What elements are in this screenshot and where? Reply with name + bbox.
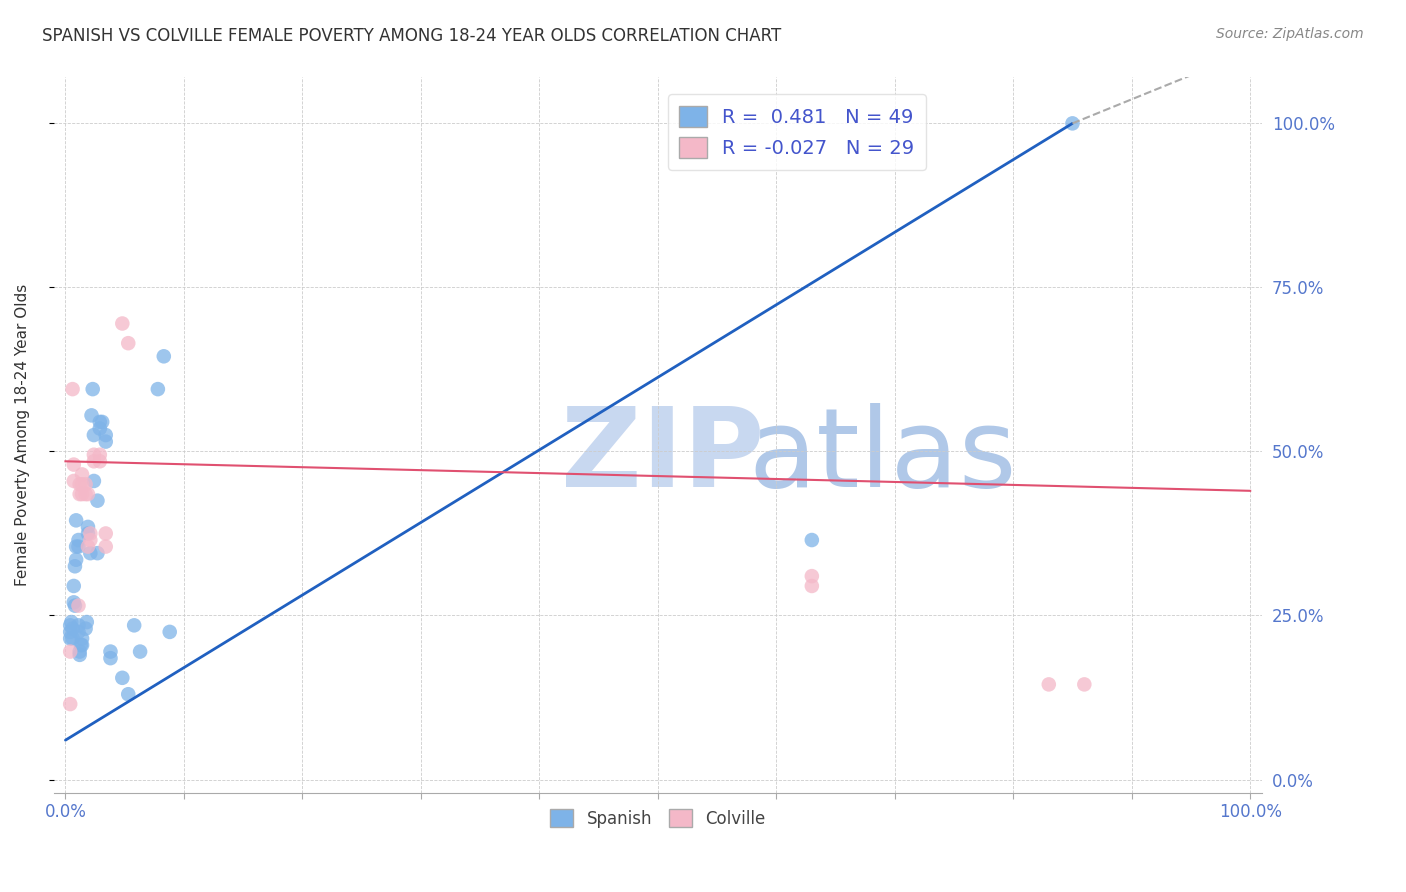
Point [100, 651, 122, 665]
Point [1038, 677, 1060, 691]
Point [69, 477, 91, 491]
Point [89, 454, 111, 468]
Point [77, 487, 100, 501]
Point [62, 382, 84, 396]
Point [89, 415, 111, 429]
Point [800, 569, 823, 583]
Point [63, 559, 86, 574]
Point [67, 533, 90, 547]
Point [83, 428, 105, 442]
Point [79, 533, 101, 547]
Point [77, 520, 100, 534]
Point [62, 458, 84, 472]
Point [70, 632, 93, 646]
Point [1062, 116, 1084, 130]
Point [62, 622, 84, 636]
Point [122, 618, 145, 632]
Point [75, 487, 97, 501]
Y-axis label: Female Poverty Among 18-24 Year Olds: Female Poverty Among 18-24 Year Olds [15, 284, 30, 586]
Text: atlas: atlas [748, 403, 1017, 510]
Point [94, 540, 117, 554]
Legend: Spanish, Colville: Spanish, Colville [543, 803, 772, 834]
Point [94, 526, 117, 541]
Point [91, 415, 114, 429]
Point [62, 579, 84, 593]
Point [159, 624, 181, 639]
Point [111, 671, 134, 685]
Point [117, 336, 139, 351]
Point [82, 382, 104, 396]
Point [67, 618, 90, 632]
Text: SPANISH VS COLVILLE FEMALE POVERTY AMONG 18-24 YEAR OLDS CORRELATION CHART: SPANISH VS COLVILLE FEMALE POVERTY AMONG… [42, 27, 782, 45]
Point [67, 624, 90, 639]
Point [62, 595, 84, 609]
Point [129, 644, 152, 658]
Point [70, 638, 93, 652]
Point [63, 599, 86, 613]
Point [89, 421, 111, 435]
Point [80, 409, 103, 423]
Point [69, 644, 91, 658]
Point [94, 428, 117, 442]
Point [75, 477, 97, 491]
Point [62, 474, 84, 488]
Point [77, 526, 100, 541]
Point [117, 687, 139, 701]
Point [69, 487, 91, 501]
Point [800, 533, 823, 547]
Point [111, 317, 134, 331]
Point [70, 467, 93, 482]
Point [94, 434, 117, 449]
Point [59, 644, 82, 658]
Point [70, 477, 93, 491]
Point [59, 618, 82, 632]
Point [86, 493, 108, 508]
Point [60, 615, 83, 629]
Point [77, 540, 100, 554]
Text: Source: ZipAtlas.com: Source: ZipAtlas.com [1216, 27, 1364, 41]
Point [59, 624, 82, 639]
Point [65, 540, 87, 554]
Point [65, 552, 87, 566]
Point [86, 546, 108, 560]
Point [79, 546, 101, 560]
Point [65, 513, 87, 527]
Point [800, 579, 823, 593]
Point [146, 382, 169, 396]
Point [75, 622, 97, 636]
Point [59, 632, 82, 646]
Point [79, 526, 101, 541]
Point [89, 448, 111, 462]
Point [76, 615, 98, 629]
Point [62, 632, 84, 646]
Point [152, 349, 174, 363]
Point [59, 697, 82, 711]
Point [69, 648, 91, 662]
Point [67, 540, 90, 554]
Point [70, 487, 93, 501]
Point [1073, 677, 1095, 691]
Point [100, 644, 122, 658]
Point [70, 638, 93, 652]
Text: ZIP: ZIP [561, 403, 765, 510]
Point [83, 448, 105, 462]
Point [67, 599, 90, 613]
Point [83, 474, 105, 488]
Point [83, 454, 105, 468]
